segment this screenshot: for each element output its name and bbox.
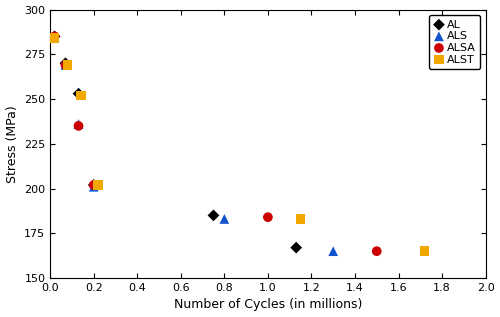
ALS: [90, 184, 98, 189]
AL: [210, 213, 218, 218]
ALS: [74, 121, 82, 126]
ALS: [220, 217, 228, 222]
Y-axis label: Stress (MPa): Stress (MPa): [6, 105, 18, 183]
ALSA: [62, 62, 70, 68]
ALSA: [372, 249, 380, 254]
ALSA: [264, 215, 272, 220]
ALSA: [74, 123, 82, 128]
ALS: [62, 62, 70, 68]
ALST: [420, 249, 428, 254]
X-axis label: Number of Cycles (in millions): Number of Cycles (in millions): [174, 298, 362, 311]
AL: [292, 245, 300, 250]
AL: [90, 182, 98, 187]
ALST: [76, 93, 84, 98]
Legend: AL, ALS, ALSA, ALST: AL, ALS, ALSA, ALST: [429, 15, 480, 69]
ALS: [329, 249, 337, 254]
AL: [74, 91, 82, 96]
AL: [50, 34, 58, 39]
ALST: [50, 36, 58, 41]
AL: [62, 61, 70, 66]
ALST: [296, 217, 304, 222]
ALSA: [90, 182, 98, 187]
ALSA: [50, 34, 58, 39]
ALST: [64, 62, 72, 68]
ALS: [50, 34, 58, 39]
ALST: [94, 182, 102, 187]
